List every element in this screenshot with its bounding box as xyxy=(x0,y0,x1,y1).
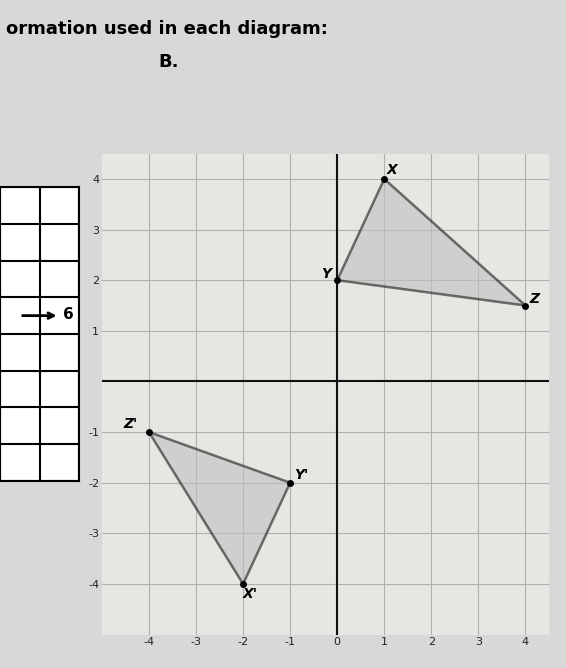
Polygon shape xyxy=(337,179,525,305)
Text: Z: Z xyxy=(529,292,539,306)
Text: Z': Z' xyxy=(123,417,138,431)
Text: Y': Y' xyxy=(294,468,308,482)
Text: 6: 6 xyxy=(63,307,74,322)
Text: B.: B. xyxy=(158,53,179,71)
Text: X: X xyxy=(387,163,397,177)
Polygon shape xyxy=(149,432,290,584)
Text: Y: Y xyxy=(321,267,331,281)
Text: ormation used in each diagram:: ormation used in each diagram: xyxy=(6,20,328,38)
Text: X': X' xyxy=(243,587,258,601)
